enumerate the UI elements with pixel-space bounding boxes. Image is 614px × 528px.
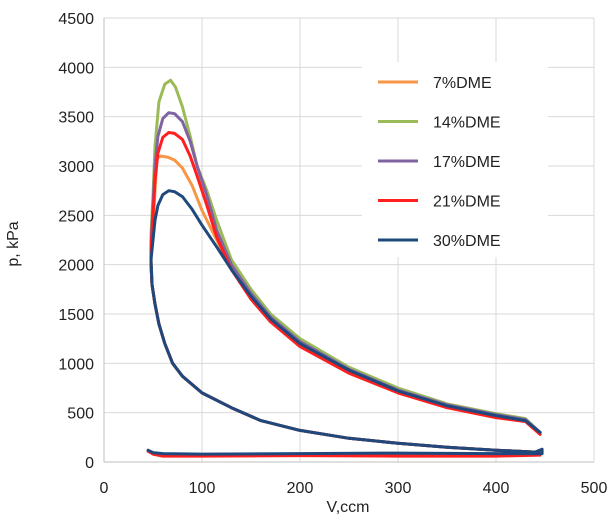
y-tick-label: 3000	[58, 159, 94, 176]
x-tick-label: 0	[100, 480, 109, 497]
y-tick-label: 500	[67, 406, 94, 423]
y-tick-label: 4500	[58, 11, 94, 28]
legend-label: 21%DME	[433, 194, 501, 211]
y-tick-label: 4000	[58, 60, 94, 77]
y-tick-label: 1500	[58, 307, 94, 324]
y-axis-label: p, kPa	[5, 221, 22, 266]
x-tick-label: 100	[189, 480, 216, 497]
y-tick-label: 3500	[58, 110, 94, 127]
x-tick-label: 500	[581, 480, 608, 497]
y-tick-label: 2000	[58, 258, 94, 275]
y-tick-label: 2500	[58, 208, 94, 225]
y-tick-label: 1000	[58, 356, 94, 373]
y-tick-label: 0	[85, 455, 94, 472]
x-axis-label: V,ccm	[327, 499, 370, 516]
legend-label: 30%DME	[433, 233, 501, 250]
legend-label: 14%DME	[433, 115, 501, 132]
legend-label: 7%DME	[433, 75, 492, 92]
x-tick-label: 300	[385, 480, 412, 497]
x-tick-label: 200	[287, 480, 314, 497]
x-tick-label: 400	[483, 480, 510, 497]
legend-label: 17%DME	[433, 154, 501, 171]
